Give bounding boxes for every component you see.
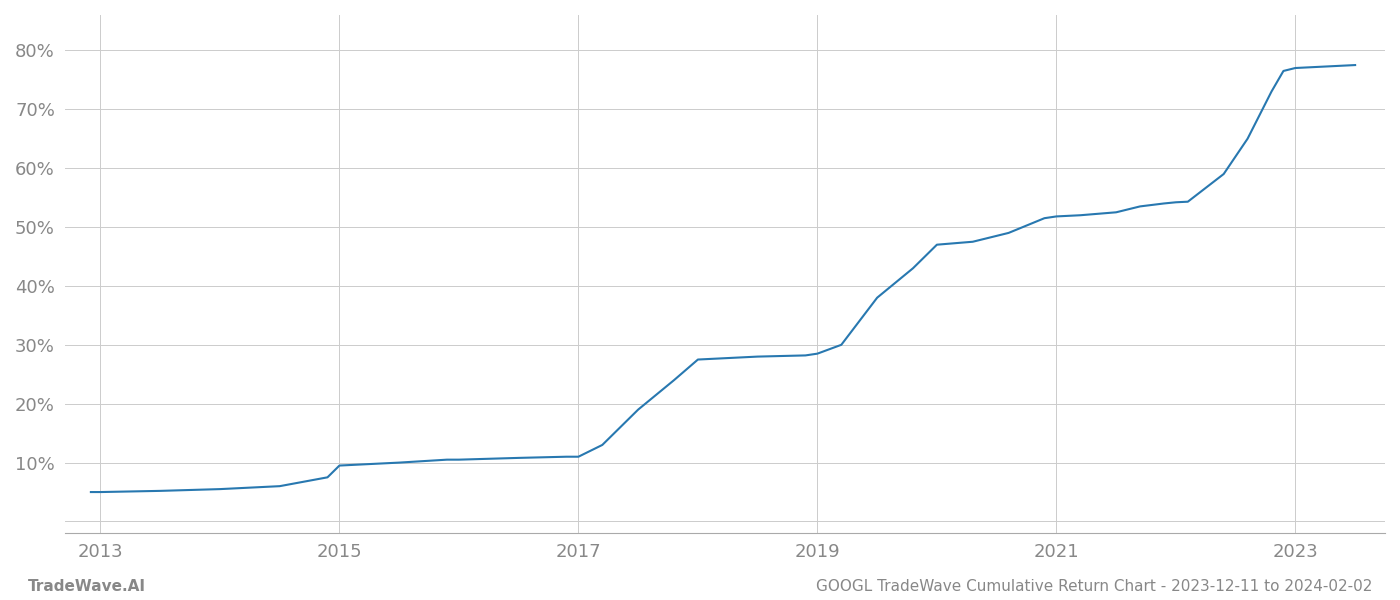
Text: TradeWave.AI: TradeWave.AI xyxy=(28,579,146,594)
Text: GOOGL TradeWave Cumulative Return Chart - 2023-12-11 to 2024-02-02: GOOGL TradeWave Cumulative Return Chart … xyxy=(816,579,1372,594)
